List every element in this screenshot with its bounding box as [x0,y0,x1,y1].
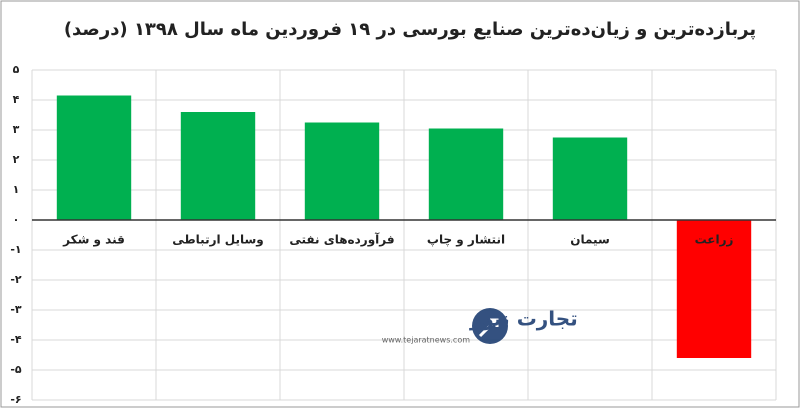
y-tick-label: ۰ [13,213,20,226]
bar [428,128,504,220]
bar [56,95,132,220]
y-tick-label: -۳ [10,303,22,316]
y-tick-label: ۵ [13,63,20,76]
y-tick-label: ۳ [13,123,20,136]
watermark-url: www.tejaratnews.com [382,336,470,345]
x-tick-label: سیمان [570,233,610,247]
bar [676,220,752,358]
x-tick-label: قند و شکر [62,233,125,248]
bar [552,137,628,220]
bar [180,112,256,220]
y-tick-label: ۲ [13,153,20,166]
y-tick-label: -۲ [10,273,22,286]
y-tick-label: -۱ [10,243,21,256]
watermark: تجارت نیوز www.tejaratnews.com [382,307,578,345]
x-tick-label: فرآورده‌های نفتی [289,232,394,248]
x-tick-label: وسایل ارتباطی [172,233,264,248]
watermark-arrow [478,318,499,338]
y-tick-label: -۴ [10,333,22,346]
chart-title: پربازده‌ترین و زیان‌ده‌ترین صنایع بورسی … [64,19,756,40]
watermark-name: تجارت نیوز [469,307,578,331]
y-tick-label: ۱ [13,183,20,196]
x-tick-label: زراعت [695,233,734,247]
bar [304,122,380,220]
y-tick-label: -۶ [10,393,21,406]
y-tick-label: ۴ [13,93,20,106]
y-tick-label: -۵ [10,363,22,376]
x-tick-label: انتشار و چاپ [427,233,505,248]
